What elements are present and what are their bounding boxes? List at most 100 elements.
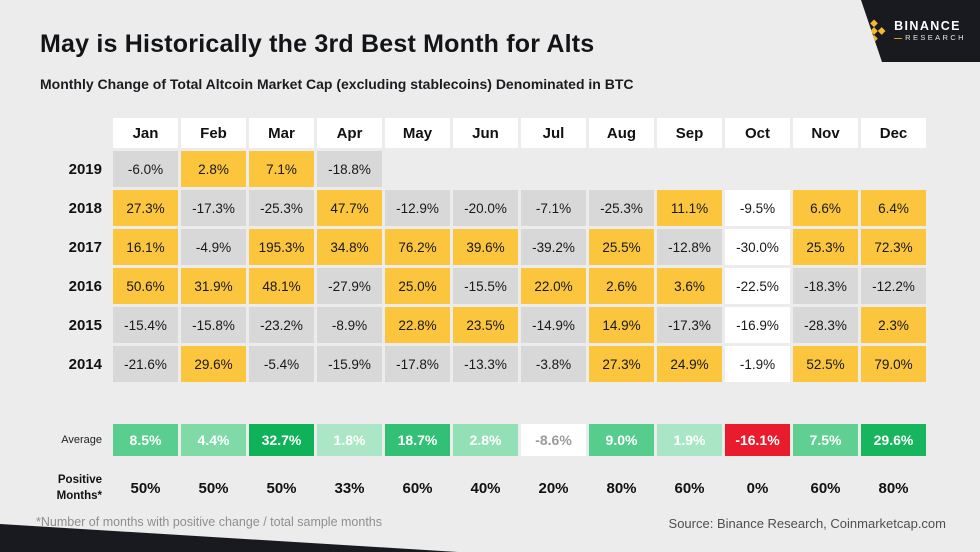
value-cell-2017-feb: -4.9% — [181, 229, 246, 265]
value-cell-2018-nov: 6.6% — [793, 190, 858, 226]
value-cell-2017-dec: 72.3% — [861, 229, 926, 265]
value-cell-2019-nov — [793, 151, 858, 187]
value-cell-2016-jun: -15.5% — [453, 268, 518, 304]
value-cell-2016-jan: 50.6% — [113, 268, 178, 304]
month-header-jan: Jan — [113, 118, 178, 148]
year-label-2015: 2015 — [68, 316, 102, 334]
value-cell-2016-sep: 3.6% — [657, 268, 722, 304]
value-cell-2019-jun — [453, 151, 518, 187]
value-cell-2018-oct: -9.5% — [725, 190, 790, 226]
value-cell-2019-apr: -18.8% — [317, 151, 382, 187]
binance-research-logo: BINANCE — RESEARCH — [861, 0, 980, 62]
value-cell-2014-oct: -1.9% — [725, 346, 790, 382]
value-cell-2018-aug: -25.3% — [589, 190, 654, 226]
value-cell-2017-sep: -12.8% — [657, 229, 722, 265]
value-cell-2014-feb: 29.6% — [181, 346, 246, 382]
value-cell-2016-apr: -27.9% — [317, 268, 382, 304]
heatmap-table: Jan Feb Mar Apr May Jun Jul Aug Sep Oct Nov Dec 2019… — [36, 118, 926, 382]
value-cell-2019-aug — [589, 151, 654, 187]
value-cell-2015-may: 22.8% — [385, 307, 450, 343]
value-cell-2016-oct: -22.5% — [725, 268, 790, 304]
average-cell-jul: -8.6% — [521, 424, 586, 456]
month-header-apr: Apr — [317, 118, 382, 148]
positive-months-cell-apr: 33% — [334, 479, 365, 497]
positive-months-cell-nov: 60% — [810, 479, 841, 497]
value-cell-2014-mar: -5.4% — [249, 346, 314, 382]
positive-months-cell-jun: 40% — [470, 479, 501, 497]
logo-text: BINANCE — RESEARCH — [894, 19, 966, 43]
year-label-2017: 2017 — [68, 238, 102, 256]
month-header-nov: Nov — [793, 118, 858, 148]
positive-months-cell-feb: 50% — [198, 479, 229, 497]
value-cell-2017-jan: 16.1% — [113, 229, 178, 265]
month-header-sep: Sep — [657, 118, 722, 148]
value-cell-2015-sep: -17.3% — [657, 307, 722, 343]
positive-months-label: Positive Months* — [56, 473, 102, 502]
value-cell-2018-jan: 27.3% — [113, 190, 178, 226]
value-cell-2016-feb: 31.9% — [181, 268, 246, 304]
value-cell-2016-dec: -12.2% — [861, 268, 926, 304]
value-cell-2015-jun: 23.5% — [453, 307, 518, 343]
average-cell-feb: 4.4% — [181, 424, 246, 456]
positive-months-cell-may: 60% — [402, 479, 433, 497]
value-cell-2018-jun: -20.0% — [453, 190, 518, 226]
value-cell-2014-aug: 27.3% — [589, 346, 654, 382]
value-cell-2018-dec: 6.4% — [861, 190, 926, 226]
logo-brand: BINANCE — [894, 19, 961, 34]
value-cell-2019-jan: -6.0% — [113, 151, 178, 187]
positive-months-cell-sep: 60% — [674, 479, 705, 497]
value-cell-2017-oct: -30.0% — [725, 229, 790, 265]
source-credit: Source: Binance Research, Coinmarketcap.… — [668, 516, 946, 531]
summary-table: Average 8.5% 4.4% 32.7% 1.8% 18.7% 2.8% -8.6% 9.… — [36, 424, 926, 511]
average-cell-oct: -16.1% — [725, 424, 790, 456]
value-cell-2015-dec: 2.3% — [861, 307, 926, 343]
month-header-jul: Jul — [521, 118, 586, 148]
value-cell-2017-apr: 34.8% — [317, 229, 382, 265]
value-cell-2017-mar: 195.3% — [249, 229, 314, 265]
positive-months-cell-dec: 80% — [878, 479, 909, 497]
value-cell-2015-nov: -28.3% — [793, 307, 858, 343]
value-cell-2014-apr: -15.9% — [317, 346, 382, 382]
value-cell-2015-oct: -16.9% — [725, 307, 790, 343]
value-cell-2014-nov: 52.5% — [793, 346, 858, 382]
year-label-2016: 2016 — [68, 277, 102, 295]
page-title: May is Historically the 3rd Best Month f… — [40, 30, 595, 58]
value-cell-2016-aug: 2.6% — [589, 268, 654, 304]
binance-logo-icon — [862, 19, 886, 43]
average-cell-apr: 1.8% — [317, 424, 382, 456]
corner-cell — [36, 118, 110, 148]
value-cell-2014-jul: -3.8% — [521, 346, 586, 382]
value-cell-2017-jul: -39.2% — [521, 229, 586, 265]
positive-months-cell-mar: 50% — [266, 479, 297, 497]
value-cell-2018-sep: 11.1% — [657, 190, 722, 226]
value-cell-2014-dec: 79.0% — [861, 346, 926, 382]
value-cell-2017-aug: 25.5% — [589, 229, 654, 265]
logo-dash: — — [894, 33, 903, 43]
value-cell-2018-apr: 47.7% — [317, 190, 382, 226]
value-cell-2016-jul: 22.0% — [521, 268, 586, 304]
value-cell-2015-apr: -8.9% — [317, 307, 382, 343]
average-cell-jun: 2.8% — [453, 424, 518, 456]
average-cell-mar: 32.7% — [249, 424, 314, 456]
value-cell-2019-jul — [521, 151, 586, 187]
average-cell-sep: 1.9% — [657, 424, 722, 456]
average-cell-may: 18.7% — [385, 424, 450, 456]
value-cell-2015-mar: -23.2% — [249, 307, 314, 343]
month-header-oct: Oct — [725, 118, 790, 148]
value-cell-2019-feb: 2.8% — [181, 151, 246, 187]
value-cell-2014-sep: 24.9% — [657, 346, 722, 382]
value-cell-2018-may: -12.9% — [385, 190, 450, 226]
page-subtitle: Monthly Change of Total Altcoin Market C… — [40, 76, 634, 92]
value-cell-2016-nov: -18.3% — [793, 268, 858, 304]
value-cell-2019-dec — [861, 151, 926, 187]
positive-months-cell-jan: 50% — [130, 479, 161, 497]
value-cell-2015-jul: -14.9% — [521, 307, 586, 343]
value-cell-2019-oct — [725, 151, 790, 187]
value-cell-2018-feb: -17.3% — [181, 190, 246, 226]
value-cell-2017-nov: 25.3% — [793, 229, 858, 265]
average-row-label: Average — [61, 434, 102, 446]
footnote: *Number of months with positive change /… — [36, 515, 383, 529]
positive-months-cell-aug: 80% — [606, 479, 637, 497]
month-header-mar: Mar — [249, 118, 314, 148]
value-cell-2016-mar: 48.1% — [249, 268, 314, 304]
